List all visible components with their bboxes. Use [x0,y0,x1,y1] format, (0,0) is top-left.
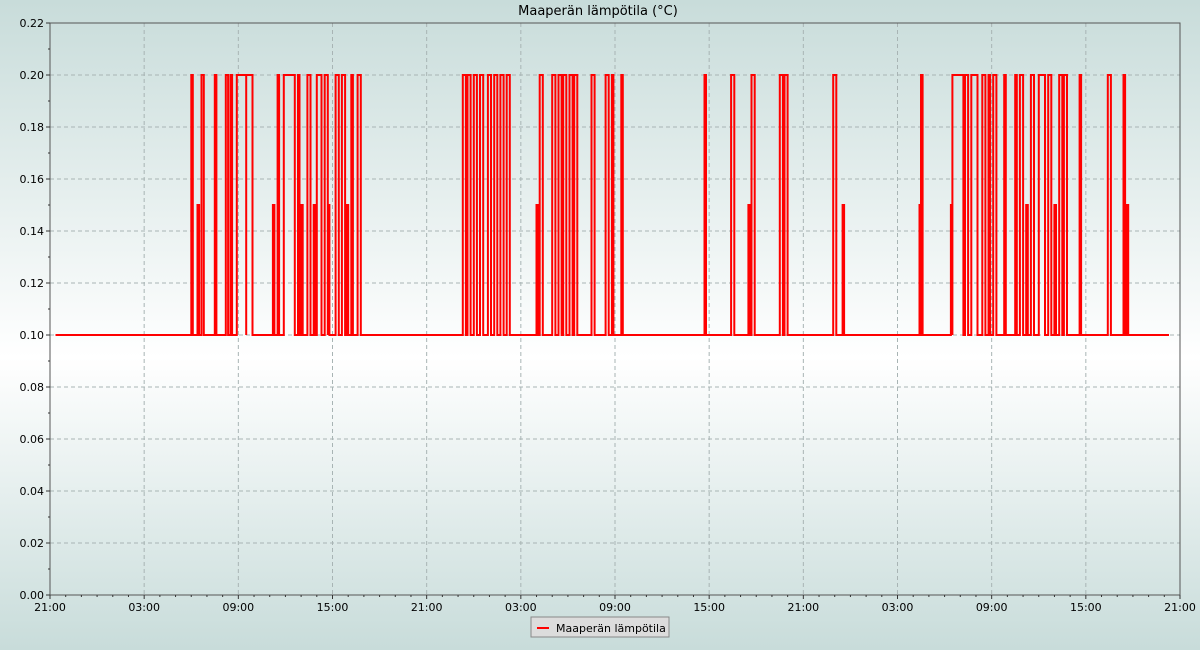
x-tick-label: 03:00 [882,601,914,614]
x-tick-label: 09:00 [599,601,631,614]
y-tick-label: 0.10 [20,329,45,342]
y-tick-label: 0.04 [20,485,45,498]
y-tick-label: 0.14 [20,225,45,238]
y-tick-label: 0.06 [20,433,45,446]
x-tick-label: 03:00 [128,601,160,614]
y-tick-label: 0.18 [20,121,45,134]
x-tick-label: 09:00 [222,601,254,614]
y-tick-label: 0.22 [20,17,45,30]
x-tick-label: 15:00 [1070,601,1102,614]
x-tick-label: 21:00 [787,601,819,614]
y-tick-label: 0.02 [20,537,45,550]
x-tick-label: 21:00 [34,601,66,614]
legend-entry: Maaperän lämpötila [556,622,666,635]
x-axis: 21:00 03:00 09:00 15:00 21:00 03:00 09:00 15:00… [34,595,1196,614]
y-tick-label: 0.16 [20,173,45,186]
y-tick-label: 0.20 [20,69,45,82]
x-tick-label: 21:00 [1164,601,1196,614]
series-line [55,74,1169,336]
chart-title: Maaperän lämpötila (°C) [518,4,678,19]
legend: Maaperän lämpötila [530,616,670,638]
legend-box [530,616,670,638]
x-tick-label: 15:00 [317,601,349,614]
y-tick-label: 0.00 [20,589,45,602]
x-tick-label: 21:00 [411,601,443,614]
x-tick-label: 03:00 [505,601,537,614]
x-tick-label: 09:00 [976,601,1008,614]
x-tick-label: 15:00 [693,601,725,614]
y-tick-label: 0.08 [20,381,45,394]
y-axis: 0.00 0.02 0.04 0.06 0.08 0.10 0.12 0.14 0.16 0.18… [20,17,50,602]
y-tick-label: 0.12 [20,277,45,290]
